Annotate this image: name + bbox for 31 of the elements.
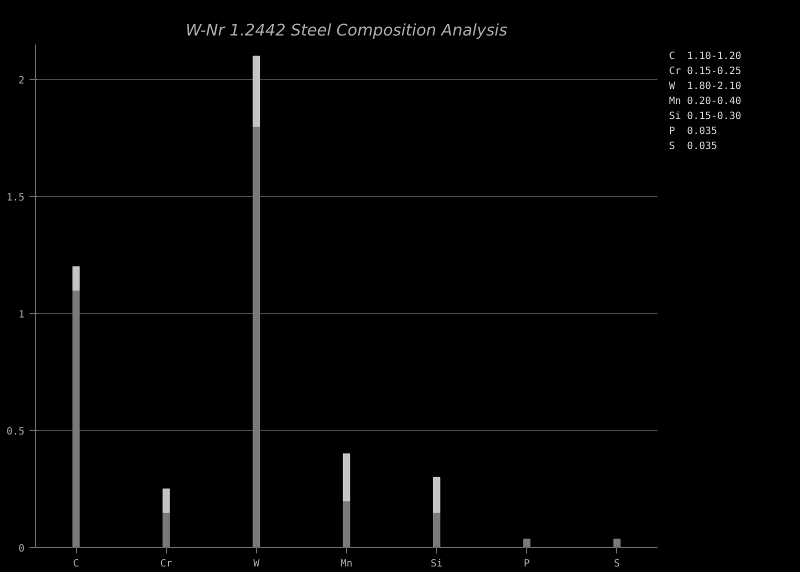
y-tick-label: 1.5 (6, 192, 24, 204)
text: Mn 0.20-0.40 (669, 95, 742, 109)
x-tick-label: W (253, 558, 260, 570)
x-tick-label: P (524, 558, 530, 570)
bar (432, 476, 440, 513)
bar (432, 512, 440, 548)
bar (342, 500, 350, 548)
bar (162, 488, 170, 513)
text: Cr 0.15-0.25 (669, 65, 742, 79)
text: P 0.035 (669, 125, 718, 139)
bar (252, 126, 260, 548)
bar (162, 512, 170, 548)
y-tick-label: 0.5 (6, 426, 24, 438)
text: W 1.80-2.10 (669, 80, 742, 94)
text: Si 0.15-0.30 (669, 110, 742, 124)
bar (342, 453, 350, 502)
chart-title: W-Nr 1.2442 Steel Composition Analysis (186, 20, 508, 40)
x-tick-label: Mn (340, 558, 353, 570)
bar (523, 538, 530, 548)
bar (72, 290, 80, 548)
x-tick-label: Cr (160, 558, 172, 570)
text: S 0.035 (669, 140, 718, 154)
y-tick-label: 1 (18, 310, 25, 321)
y-tick-label: 2 (18, 76, 25, 87)
y-tick-label: 0 (18, 544, 25, 554)
x-tick-label: S (614, 558, 620, 570)
bar (252, 56, 260, 127)
x-tick-label: C (73, 558, 80, 570)
bar (72, 266, 80, 291)
x-tick-label: Si (430, 558, 443, 570)
text: C 1.10-1.20 (669, 50, 742, 64)
